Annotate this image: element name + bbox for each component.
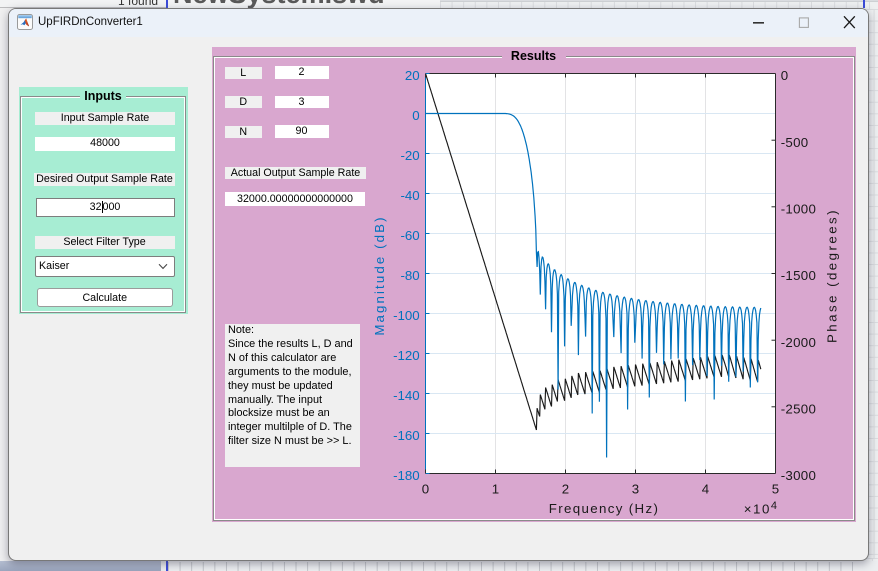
svg-text:4: 4 [702, 481, 709, 496]
svg-text:-3000: -3000 [781, 468, 817, 483]
svg-text:-140: -140 [393, 388, 420, 403]
svg-text:-2000: -2000 [781, 335, 817, 350]
svg-text:-100: -100 [393, 308, 420, 323]
svg-text:-500: -500 [781, 135, 809, 150]
svg-text:Magnitude (dB): Magnitude (dB) [372, 215, 387, 335]
svg-text:0: 0 [412, 108, 419, 123]
svg-text:-20: -20 [400, 148, 419, 163]
svg-text:-40: -40 [400, 188, 419, 203]
svg-text:Phase (degrees): Phase (degrees) [825, 208, 840, 343]
svg-text:Frequency (Hz): Frequency (Hz) [549, 501, 660, 516]
svg-text:2: 2 [562, 481, 569, 496]
svg-text:20: 20 [405, 68, 420, 83]
svg-text:-180: -180 [393, 468, 420, 483]
svg-text:-1500: -1500 [781, 268, 817, 283]
svg-text:×104: ×104 [744, 500, 779, 517]
svg-text:1: 1 [492, 481, 499, 496]
svg-text:-1000: -1000 [781, 201, 817, 216]
svg-text:0: 0 [781, 68, 789, 83]
svg-text:-2500: -2500 [781, 401, 817, 416]
svg-text:-160: -160 [393, 428, 420, 443]
svg-text:5: 5 [772, 481, 779, 496]
svg-text:-120: -120 [393, 348, 420, 363]
svg-text:-80: -80 [400, 268, 419, 283]
svg-text:0: 0 [422, 481, 429, 496]
svg-text:3: 3 [632, 481, 639, 496]
svg-text:-60: -60 [400, 228, 419, 243]
